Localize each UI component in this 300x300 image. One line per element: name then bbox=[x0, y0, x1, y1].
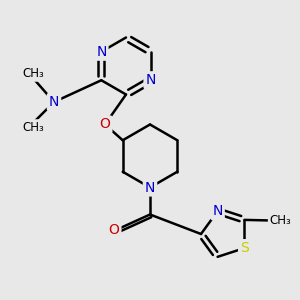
Text: N: N bbox=[145, 181, 155, 194]
Text: N: N bbox=[49, 95, 59, 109]
Text: N: N bbox=[212, 204, 223, 218]
Text: CH₃: CH₃ bbox=[270, 214, 291, 227]
Text: S: S bbox=[240, 241, 249, 255]
Text: O: O bbox=[109, 223, 119, 236]
Text: O: O bbox=[100, 118, 110, 131]
Text: CH₃: CH₃ bbox=[22, 121, 44, 134]
Text: N: N bbox=[146, 73, 156, 87]
Text: N: N bbox=[96, 45, 106, 59]
Text: CH₃: CH₃ bbox=[22, 67, 44, 80]
